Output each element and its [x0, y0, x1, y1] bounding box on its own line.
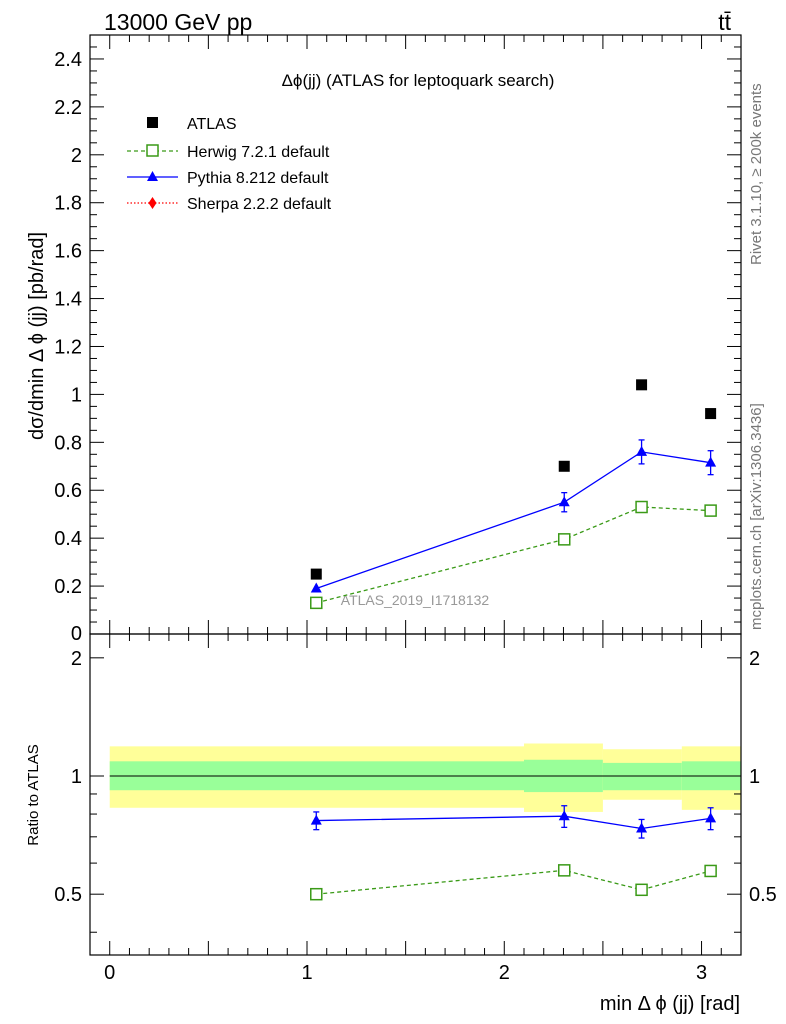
- legend-pythia-marker: [147, 171, 158, 181]
- ratio-y-tick-label-left: 2: [71, 648, 82, 670]
- rivet-label: Rivet 3.1.10, ≥ 200k events: [748, 83, 765, 265]
- main-y-tick-label: 1.4: [54, 289, 82, 311]
- process-label: tt̄: [718, 9, 731, 35]
- main-panel: Δϕ(jj) (ATLAS for leptoquark search) ATL…: [26, 34, 742, 645]
- ratio-y-tick-label-right: 0.5: [749, 884, 777, 906]
- main-y-tick-label: 1: [71, 384, 82, 406]
- ratio-pythia-point: [310, 814, 322, 825]
- main-herwig-point: [704, 504, 717, 517]
- ratio-herwig-point: [704, 864, 717, 878]
- ratio-pythia-point: [558, 810, 570, 821]
- main-pythia-point: [636, 445, 648, 456]
- main-herwig-point: [310, 596, 323, 610]
- main-pythia-point: [558, 496, 570, 507]
- ratio-herwig-line: [316, 869, 711, 895]
- ratio-stat-band: [602, 762, 682, 791]
- x-tick-label: 0: [104, 962, 115, 984]
- legend-pythia-label: Pythia 8.212 default: [187, 170, 329, 187]
- ratio-series-group: [310, 805, 717, 901]
- main-y-tick-label: 1.8: [54, 193, 82, 215]
- x-tick-label: 3: [696, 962, 707, 984]
- main-y-tick-label: 0.6: [54, 480, 82, 502]
- ratio-uncertainty-bands: [109, 743, 741, 812]
- ratio-panel: 0.5 0.5 1 1 2 2 0 1 2 3 Ratio to ATLAS min Δ ϕ (…: [25, 633, 777, 1015]
- legend-sherpa-marker: [148, 197, 157, 209]
- main-pythia-line: [316, 451, 711, 590]
- main-y-tick-label: 0.2: [54, 576, 82, 598]
- main-herwig-line: [316, 506, 711, 604]
- ratio-y-axis-label: Ratio to ATLAS: [25, 744, 42, 845]
- ratio-y-tick-label-right: 2: [749, 648, 760, 670]
- ratio-pythia-point: [705, 812, 717, 823]
- energy-label: 13000 GeV pp: [104, 9, 252, 35]
- main-data-point: [705, 408, 717, 420]
- ratio-herwig-point: [310, 887, 323, 901]
- ratio-frame: [89, 633, 742, 956]
- x-tick-label: 1: [301, 962, 312, 984]
- ratio-y-tick-label-right: 1: [749, 766, 760, 788]
- ratio-y-tick-label-left: 1: [71, 766, 82, 788]
- main-y-tick-label: 2: [71, 145, 82, 167]
- x-tick-label: 2: [499, 962, 510, 984]
- main-series-group: [310, 379, 717, 610]
- main-y-tick-label: 2.4: [54, 49, 82, 71]
- ratio-axis-ticks: [89, 634, 742, 955]
- legend: ATLAS Herwig 7.2.1 default Pythia 8.212 …: [127, 116, 332, 213]
- main-pythia-point: [705, 456, 717, 467]
- main-axis-ticks: [89, 34, 742, 634]
- main-data-point: [636, 379, 648, 391]
- main-y-tick-labels: 0.2 0.4 0.6 0.8 1 1.2 1.4 1.6 1.8 2 2.2 2.4 0: [54, 49, 82, 645]
- main-y-tick-label: 1.6: [54, 241, 82, 263]
- legend-sherpa-label: Sherpa 2.2.2 default: [187, 196, 332, 213]
- legend-herwig-marker: [146, 144, 159, 157]
- x-tick-labels: 0 1 2 3: [104, 962, 707, 984]
- legend-herwig-label: Herwig 7.2.1 default: [187, 144, 330, 161]
- ratio-herwig-point: [557, 864, 571, 877]
- ratio-y-tick-labels: 0.5 0.5 1 1 2 2: [54, 648, 777, 906]
- main-herwig-point: [635, 500, 648, 514]
- main-herwig-point: [557, 533, 571, 546]
- main-y-tick-label: 0.4: [54, 528, 82, 550]
- ratio-pythia-point: [636, 822, 648, 833]
- analysis-watermark: ATLAS_2019_I1718132: [341, 592, 490, 608]
- main-y-tick-label: 0.8: [54, 432, 82, 454]
- legend-atlas-marker: [147, 117, 158, 128]
- main-pythia-point: [310, 582, 322, 593]
- main-title: Δϕ(jj) (ATLAS for leptoquark search): [282, 71, 555, 90]
- main-data-point: [310, 568, 322, 580]
- main-y-axis-label: dσ/dmin Δ ϕ (jj) [pb/rad]: [26, 232, 48, 440]
- x-axis-label: min Δ ϕ (jj) [rad]: [600, 993, 740, 1015]
- legend-atlas-label: ATLAS: [187, 116, 237, 133]
- main-data-point: [558, 460, 570, 472]
- ratio-y-tick-label-left: 0.5: [54, 884, 82, 906]
- mcplots-label: mcplots.cern.ch [arXiv:1306.3436]: [748, 403, 765, 630]
- ratio-herwig-point: [635, 883, 648, 897]
- main-y-tick-label: 1.2: [54, 336, 82, 358]
- main-y-tick-label-zero: 0: [71, 623, 82, 645]
- main-y-tick-label: 2.2: [54, 97, 82, 119]
- ratio-pythia-line: [316, 815, 711, 830]
